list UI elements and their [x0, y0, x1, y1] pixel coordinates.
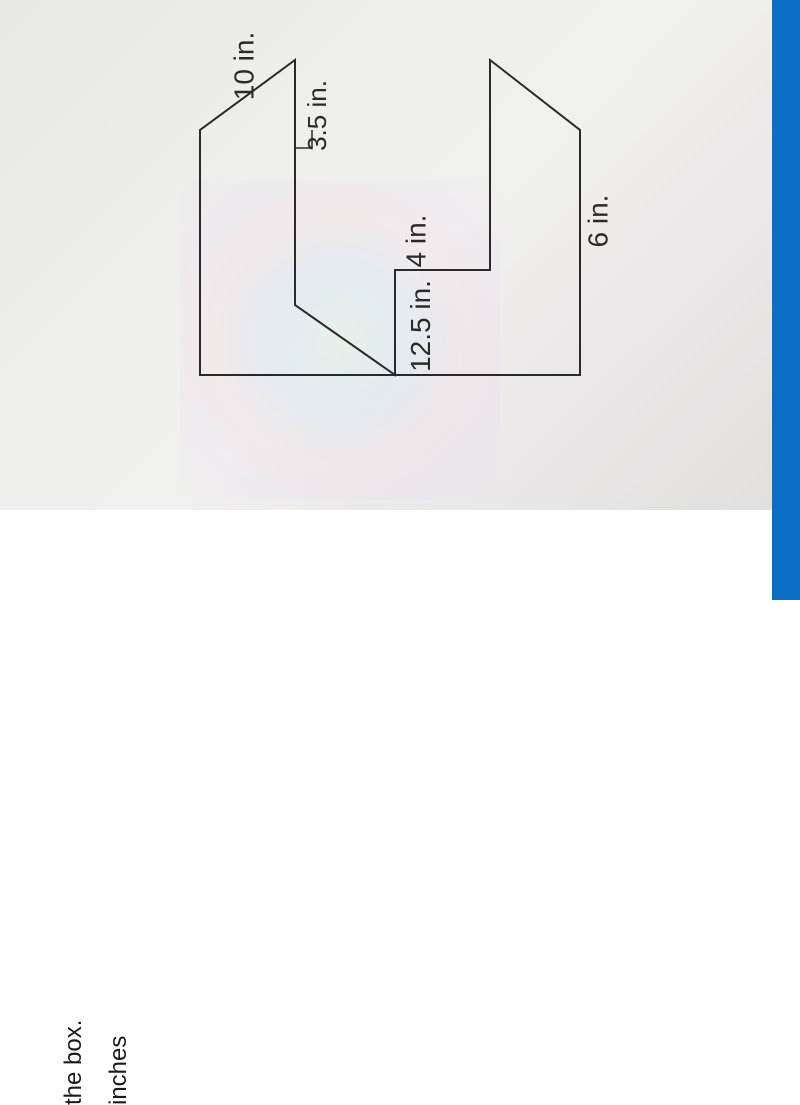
footer-text-line-1: the box. [60, 1020, 88, 1105]
footer-text-line-2: inches [105, 1036, 133, 1105]
footer-white-area: the box. inches [0, 510, 772, 600]
blue-edge-bar [772, 0, 800, 600]
label-height-3-5in: 3.5 in. [302, 80, 333, 151]
label-bottom-12-5in: 12.5 in. [405, 280, 437, 372]
figure-outline [200, 60, 580, 375]
geometry-diagram [0, 0, 772, 510]
diagram-content-area: 10 in. 3.5 in. 4 in. 6 in. 12.5 in. the … [0, 0, 772, 600]
label-right-6in: 6 in. [582, 195, 614, 248]
page-background: 10 in. 3.5 in. 4 in. 6 in. 12.5 in. the … [0, 0, 800, 600]
label-notch-4in: 4 in. [400, 215, 432, 268]
label-top-10in: 10 in. [228, 32, 260, 101]
